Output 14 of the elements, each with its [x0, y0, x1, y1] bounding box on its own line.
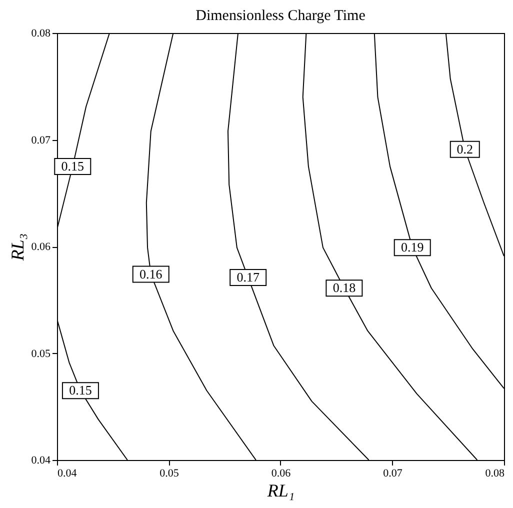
- chart-title: Dimensionless Charge Time: [196, 8, 366, 24]
- x-tick-label: 0.08: [485, 468, 505, 480]
- y-tick-label: 0.06: [31, 241, 51, 253]
- y-tick-label: 0.07: [31, 134, 51, 146]
- x-axis-title: RL₁: [266, 480, 295, 500]
- line-series: [57, 318, 128, 460]
- y-tick-label: 0.04: [31, 454, 51, 466]
- x-tick-label: 0.07: [383, 468, 403, 480]
- y-tick-label: 0.08: [31, 28, 51, 40]
- x-tick-label: 0.04: [58, 468, 78, 480]
- x-tick-label: 0.06: [271, 468, 292, 480]
- y-axis-title: RL₃: [7, 233, 28, 262]
- y-tick-label: 0.05: [31, 348, 51, 360]
- x-tick-label: 0.05: [160, 468, 180, 480]
